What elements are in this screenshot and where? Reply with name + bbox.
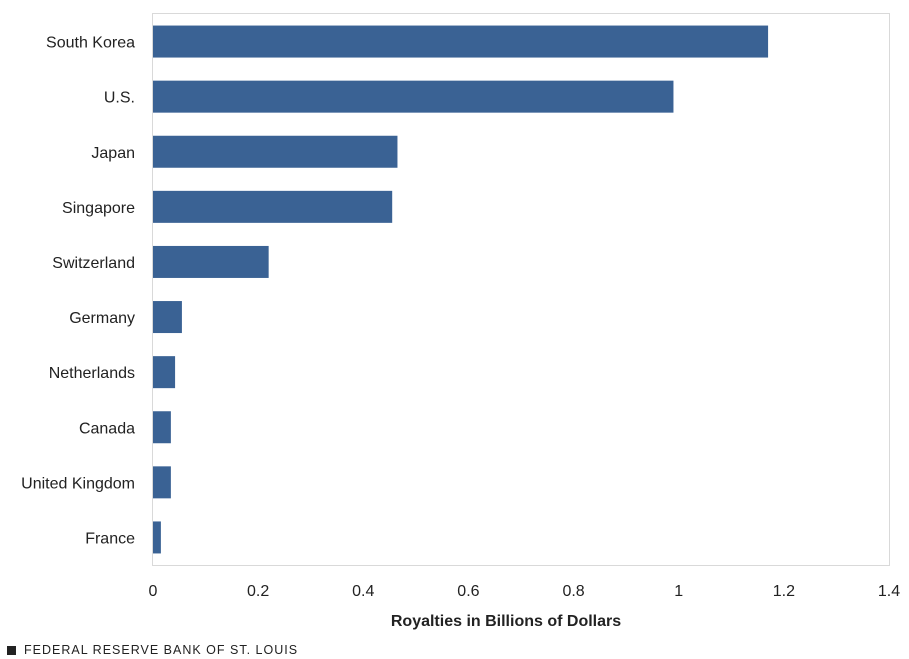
x-axis-title: Royalties in Billions of Dollars: [391, 613, 621, 630]
square-icon: [7, 645, 16, 655]
bar-singapore: [153, 190, 393, 223]
bar-canada: [153, 411, 171, 444]
x-tick-label: 0: [149, 583, 158, 600]
category-label: United Kingdom: [21, 475, 135, 492]
category-label: U.S.: [104, 90, 135, 107]
category-label: Netherlands: [49, 365, 135, 382]
bar-germany: [153, 301, 182, 334]
plot-area-frame: [152, 13, 890, 566]
bar-japan: [153, 135, 398, 168]
x-tick-label: 0.2: [247, 583, 269, 600]
bar-south-korea: [153, 25, 769, 58]
bar-netherlands: [153, 356, 176, 389]
category-label: France: [85, 530, 135, 547]
bar-chart: South Korea U.S. Japan Singapore Switzerland…: [21, 13, 900, 630]
category-label: Singapore: [62, 200, 135, 217]
source-text: FEDERAL RESERVE BANK OF ST. LOUIS: [24, 643, 299, 657]
bar-france: [153, 521, 161, 554]
category-label: South Korea: [46, 35, 135, 52]
x-tick-label: 0.4: [352, 583, 374, 600]
footer-source: FEDERAL RESERVE BANK OF ST. LOUIS: [7, 643, 298, 657]
bar-switzerland: [153, 245, 269, 278]
category-label: Switzerland: [52, 255, 135, 272]
category-label: Japan: [91, 145, 135, 162]
bar-u-s-: [153, 80, 674, 113]
x-tick-label: 1: [674, 583, 683, 600]
x-tick-label: 0.8: [562, 583, 584, 600]
bar-united-kingdom: [153, 466, 171, 499]
x-tick-label: 1.2: [773, 583, 795, 600]
category-label: Germany: [69, 310, 135, 327]
x-tick-label: 0.6: [457, 583, 479, 600]
category-label: Canada: [79, 420, 135, 437]
x-tick-label: 1.4: [878, 583, 900, 600]
